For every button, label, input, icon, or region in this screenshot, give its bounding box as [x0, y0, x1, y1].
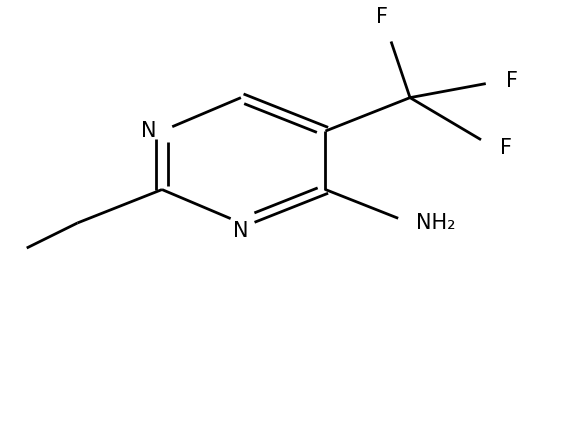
- Text: NH₂: NH₂: [416, 213, 455, 233]
- Text: N: N: [141, 121, 156, 141]
- Text: F: F: [500, 138, 512, 158]
- Text: N: N: [233, 221, 249, 241]
- Text: F: F: [506, 71, 518, 91]
- Text: F: F: [376, 7, 388, 27]
